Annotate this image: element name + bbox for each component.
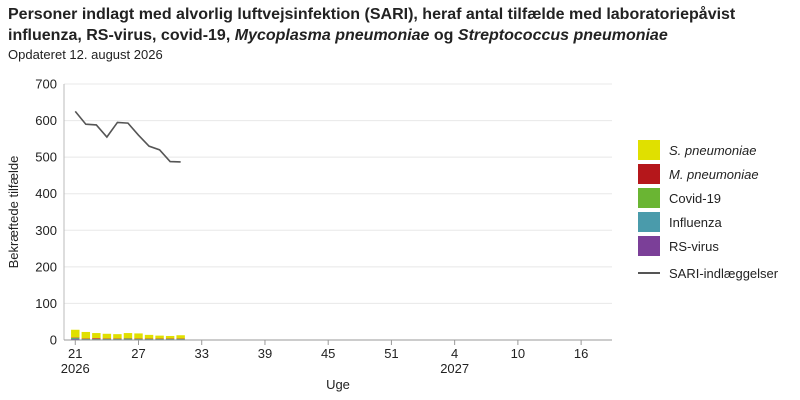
bar-segment-s_pneumoniae — [123, 333, 133, 339]
chart-subtitle: Opdateret 12. august 2026 — [8, 47, 163, 62]
y-tick-label: 200 — [35, 259, 57, 274]
x-tick-year-label: 2026 — [61, 361, 90, 376]
legend-swatch — [638, 140, 660, 160]
legend-swatch — [638, 188, 660, 208]
x-axis-title: Uge — [326, 377, 350, 392]
y-tick-label: 100 — [35, 296, 57, 311]
bar-segment-s_pneumoniae — [155, 335, 164, 339]
y-tick-label: 500 — [35, 150, 57, 165]
bar-segment-s_pneumoniae — [134, 333, 143, 339]
legend-label: Covid-19 — [669, 190, 722, 206]
legend-item-s_pneumoniae[interactable]: S. pneumoniae — [638, 140, 756, 160]
legend-item-influenza[interactable]: Influenza — [638, 212, 722, 232]
legend-swatch — [638, 212, 660, 232]
legend-label: M. pneumoniae — [669, 166, 759, 182]
bar-segment-s_pneumoniae — [92, 333, 101, 339]
title-text-4: Streptococcus pneumoniae — [457, 27, 668, 44]
y-tick-label: 0 — [50, 333, 57, 348]
bar-segment-s_pneumoniae — [113, 334, 122, 339]
x-tick-label: 33 — [194, 346, 208, 361]
legend-item-m_pneumoniae[interactable]: M. pneumoniae — [638, 164, 759, 184]
legend-swatch — [638, 164, 660, 184]
x-tick-label: 39 — [258, 346, 272, 361]
y-tick-label: 300 — [35, 223, 57, 238]
bar-segment-s_pneumoniae — [176, 335, 185, 339]
bar-segment-s_pneumoniae — [144, 334, 154, 339]
legend-label: RS-virus — [669, 238, 719, 254]
legend-item-rs_virus[interactable]: RS-virus — [638, 236, 719, 256]
x-tick-label: 27 — [131, 346, 145, 361]
title-text-2: Mycoplasma pneumoniae — [234, 27, 430, 44]
legend-swatch — [638, 236, 660, 256]
y-tick-label: 600 — [35, 113, 57, 128]
bar-segment-s_pneumoniae — [102, 333, 112, 339]
x-tick-label: 21 — [68, 346, 82, 361]
bar-segment-m_pneumoniae — [92, 338, 101, 339]
bar-segment-influenza — [71, 338, 80, 340]
legend-item-covid19[interactable]: Covid-19 — [638, 188, 721, 208]
bar-segment-s_pneumoniae — [71, 329, 80, 338]
y-tick-label: 400 — [35, 186, 57, 201]
legend-swatch — [638, 272, 660, 274]
x-tick-label: 16 — [574, 346, 588, 361]
chart-title: Personer indlagt med alvorlig luftvejsin… — [8, 4, 788, 46]
bar-segment-covid19 — [123, 338, 133, 340]
y-tick-label: 700 — [35, 77, 57, 92]
bar-segment-rs_virus — [71, 339, 80, 340]
y-axis-title: Bekræftede tilfælde — [6, 156, 21, 269]
sari-line — [74, 110, 181, 163]
legend-label: SARI-indlæggelser — [669, 265, 779, 281]
title-text-1: Personer indlagt med alvorlig luftvejsin… — [8, 6, 736, 44]
legend-label: Influenza — [669, 214, 722, 230]
bar-segment-covid19 — [71, 337, 80, 339]
x-tick-label: 4 — [451, 346, 458, 361]
legend-label: S. pneumoniae — [669, 142, 757, 158]
bar-segment-s_pneumoniae — [81, 331, 91, 339]
x-tick-label: 51 — [384, 346, 398, 361]
x-tick-label: 10 — [511, 346, 525, 361]
x-tick-label: 45 — [321, 346, 335, 361]
x-tick-year-label: 2027 — [440, 361, 469, 376]
title-text-3: og — [433, 27, 454, 44]
legend-item-sari_line[interactable]: SARI-indlæggelser — [638, 263, 778, 283]
bar-segment-s_pneumoniae — [165, 335, 175, 339]
